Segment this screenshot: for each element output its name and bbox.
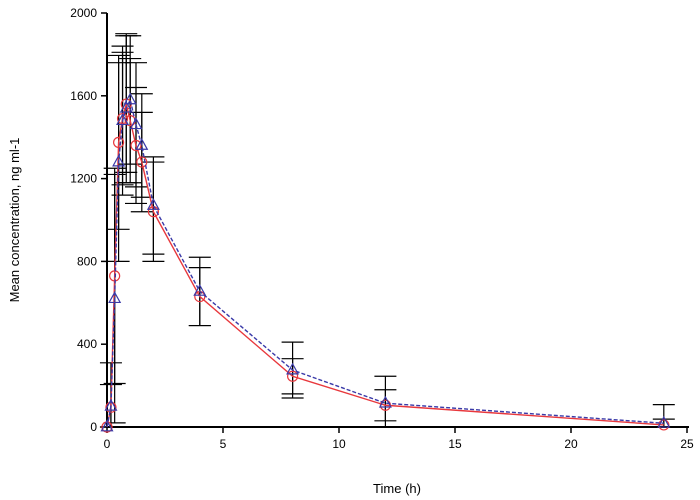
series-line-circle: [106, 103, 664, 428]
x-tick-label: 5: [220, 437, 227, 451]
x-tick-label: 0: [104, 437, 111, 451]
y-tick-label: 400: [77, 337, 97, 351]
data-point-triangle: [123, 92, 137, 105]
series-line-triangle: [106, 97, 664, 428]
data-point-triangle: [146, 198, 160, 210]
plot-area: 0 400 800 1200 1600 2000 0 5 10 15 20 25: [70, 6, 694, 451]
data-point-triangle: [286, 362, 300, 375]
y-tick-label: 2000: [70, 6, 97, 20]
x-tick-label: 25: [680, 437, 694, 451]
data-point-triangle: [378, 395, 392, 408]
data-point-triangle: [657, 415, 671, 428]
data-point-triangle: [193, 283, 207, 296]
data-point-triangle: [100, 419, 114, 432]
y-tick-label: 1200: [70, 172, 97, 186]
x-tick-label: 15: [448, 437, 462, 451]
x-tick-label: 20: [564, 437, 578, 451]
data-point-circle: [136, 156, 148, 168]
y-tick-label: 0: [90, 420, 97, 434]
y-axis-title: Mean concentration, ng ml-1: [7, 138, 22, 303]
y-tick-label: 1600: [70, 89, 97, 103]
y-tick-label: 800: [77, 254, 97, 268]
data-point-circle: [130, 139, 142, 152]
data-point-triangle: [108, 291, 122, 304]
data-point-triangle: [129, 117, 143, 130]
data-point-triangle: [116, 113, 130, 126]
data-point-triangle: [119, 100, 133, 113]
data-point-triangle: [135, 138, 149, 150]
data-point-circle: [287, 370, 299, 382]
data-point-triangle: [104, 398, 118, 411]
data-point-triangle: [112, 154, 126, 167]
x-tick-label: 10: [332, 437, 346, 451]
data-point-circle: [112, 136, 125, 148]
x-axis-title: Time (h): [373, 481, 421, 496]
